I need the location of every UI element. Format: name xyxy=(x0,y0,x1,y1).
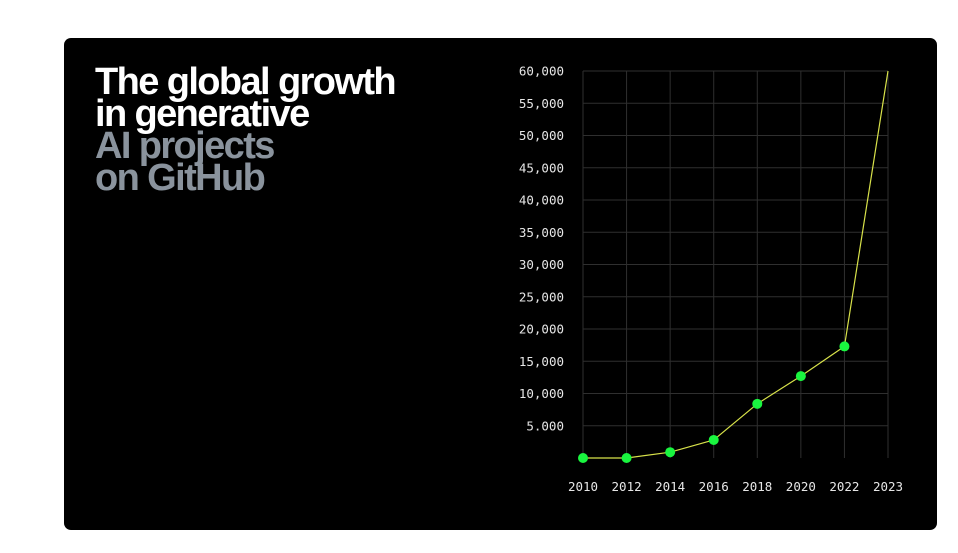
data-point xyxy=(708,434,719,445)
data-point xyxy=(839,341,850,352)
data-markers xyxy=(578,341,850,463)
data-point xyxy=(795,371,806,382)
headline-line-3: AI projects xyxy=(95,125,275,167)
headline-line-2: in generative xyxy=(95,93,310,135)
x-tick-label: 2012 xyxy=(612,479,642,494)
data-point xyxy=(665,447,676,458)
y-tick-label: 60,000 xyxy=(519,64,564,79)
y-tick-label: 25,000 xyxy=(519,289,564,304)
y-tick-label: 35,000 xyxy=(519,225,564,240)
series-line xyxy=(583,70,889,459)
x-tick-label: 2018 xyxy=(742,479,772,494)
y-tick-label: 15,000 xyxy=(519,354,564,369)
chart-card: The global growth in generative AI proje… xyxy=(64,38,937,530)
x-axis-ticks: 2010 2012 2014 2016 2018 2020 2022 2023 xyxy=(568,479,903,494)
headline: The global growth in generative AI proje… xyxy=(95,61,397,199)
x-tick-label: 2022 xyxy=(829,479,859,494)
x-tick-label: 2014 xyxy=(655,479,685,494)
y-axis-ticks: 5.000 10,000 15,000 20,000 25,000 30,000 35,00… xyxy=(519,64,564,434)
y-tick-label: 50,000 xyxy=(519,128,564,143)
y-tick-label: 5.000 xyxy=(526,418,564,433)
x-tick-label: 2020 xyxy=(786,479,816,494)
y-tick-label: 40,000 xyxy=(519,193,564,208)
data-point xyxy=(578,453,588,463)
headline-line-1: The global growth xyxy=(95,61,397,103)
x-tick-label: 2010 xyxy=(568,479,598,494)
x-tick-label: 2023 xyxy=(873,479,903,494)
y-tick-label: 20,000 xyxy=(519,322,564,337)
data-point xyxy=(621,453,632,463)
growth-line-chart: 5.000 10,000 15,000 20,000 25,000 30,000 35,00… xyxy=(519,64,903,495)
y-tick-label: 30,000 xyxy=(519,257,564,272)
y-tick-label: 55,000 xyxy=(519,96,564,111)
data-point xyxy=(752,398,763,409)
grid-lines xyxy=(582,70,889,458)
y-tick-label: 45,000 xyxy=(519,160,564,175)
y-tick-label: 10,000 xyxy=(519,386,564,401)
x-tick-label: 2016 xyxy=(699,479,729,494)
headline-line-4: on GitHub xyxy=(95,157,266,199)
